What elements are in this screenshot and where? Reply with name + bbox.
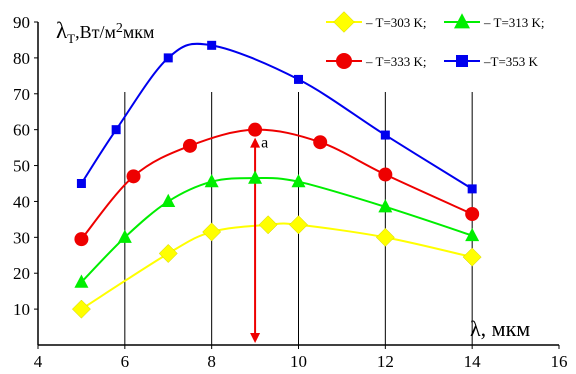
series-2-point-1 [126, 169, 141, 184]
annotation-arrowhead-top [250, 137, 261, 148]
y-tick-label: 80 [13, 49, 30, 68]
series-2-point-6 [465, 207, 480, 222]
series-0-point-2 [202, 222, 222, 242]
legend-marker-1 [454, 13, 470, 29]
legend-label-0: – T=303 K; [365, 15, 427, 30]
series-3-point-0 [76, 179, 86, 188]
legend-label-3: –T=353 K [483, 54, 539, 69]
series-3-point-6 [467, 184, 477, 194]
x-tick-labels: 4 6 8 10 12 14 16 [34, 352, 568, 371]
svg-text:λT,Вт/м2мкм: λT,Вт/м2мкм [56, 18, 154, 46]
legend-marker-0 [333, 11, 355, 33]
legend-marker-2 [336, 53, 352, 69]
annotation-arrowhead-bottom [250, 333, 261, 343]
legend-label-1: – T=313 K; [483, 15, 545, 30]
series-2-point-3 [248, 122, 263, 137]
series-1-point-1 [117, 229, 132, 243]
x-axis-title: λ, мкм [470, 316, 530, 341]
y-tick-label: 30 [13, 228, 30, 247]
series-2-point-4 [313, 135, 328, 150]
y-axis-subscript: T [67, 31, 75, 46]
series-1-point-5 [291, 174, 306, 188]
x-tick-label: 14 [464, 352, 482, 371]
y-tick-label: 20 [13, 264, 30, 283]
series-3-point-4 [294, 74, 303, 84]
series-0-point-0 [71, 299, 91, 319]
series-0-point-5 [375, 227, 395, 247]
series-0-point-1 [158, 244, 178, 263]
y-axis-superscript: 2 [116, 21, 123, 36]
y-axis-symbol: λ [56, 18, 68, 43]
x-tick-label: 4 [34, 352, 43, 371]
series-3-point-2 [163, 53, 173, 63]
legend-marker-3 [456, 55, 468, 67]
series-0-point-3 [258, 215, 278, 235]
y-tick-label: 40 [13, 192, 30, 211]
x-tick-label: 6 [121, 352, 130, 371]
x-tick-label: 10 [290, 352, 307, 371]
series-0-point-6 [462, 247, 482, 267]
series-3-point-5 [380, 130, 390, 140]
y-axis-title: λT,Вт/м2мкм [56, 18, 154, 46]
series-3-point-1 [111, 125, 121, 135]
legend: – T=303 K; – T=313 K; – T=333 K; –T=353 K [318, 3, 570, 79]
series-1-point-4 [248, 170, 263, 184]
series-markers [71, 40, 482, 319]
x-tick-label: 12 [377, 352, 394, 371]
series-1-point-6 [378, 199, 393, 213]
series-2-point-2 [182, 138, 197, 153]
series-1-point-0 [74, 274, 89, 288]
x-tick-label: 16 [551, 352, 568, 371]
series-1-point-2 [161, 193, 176, 208]
annotation-label: a [261, 135, 268, 152]
series-1-point-3 [204, 174, 219, 188]
y-tick-label: 60 [13, 121, 30, 140]
series-3-point-3 [207, 40, 217, 50]
series-line-0 [80, 222, 473, 310]
legend-label-2: – T=333 K; [365, 54, 427, 69]
y-axis-units-2: мкм [123, 22, 155, 42]
legend-box [318, 3, 570, 79]
series-line-1 [80, 176, 473, 283]
series-1-point-7 [465, 227, 480, 242]
annotation: a [250, 135, 268, 343]
y-tick-label: 50 [13, 157, 30, 176]
y-tick-label: 70 [13, 85, 30, 104]
chart-axes [34, 21, 560, 349]
series-0-point-4 [289, 215, 308, 235]
series-2-point-5 [378, 167, 393, 182]
y-tick-labels: 10 20 30 40 50 60 70 80 90 [13, 13, 30, 319]
x-tick-label: 8 [207, 352, 216, 371]
series-2-point-0 [74, 232, 89, 247]
y-axis-units: ,Вт/м [75, 22, 116, 42]
y-tick-label: 90 [13, 13, 30, 32]
y-tick-label: 10 [13, 300, 30, 319]
